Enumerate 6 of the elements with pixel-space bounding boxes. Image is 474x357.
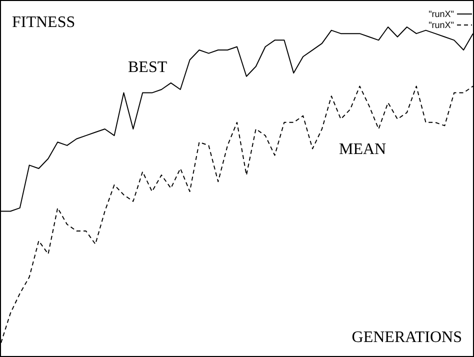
y-axis-title: FITNESS	[12, 14, 76, 31]
annotation: MEAN	[339, 141, 387, 158]
annotation: BEST	[128, 59, 168, 76]
x-axis-title: GENERATIONS	[352, 329, 462, 346]
legend-label: "runX"	[428, 20, 454, 30]
legend-label: "runX"	[428, 9, 454, 19]
